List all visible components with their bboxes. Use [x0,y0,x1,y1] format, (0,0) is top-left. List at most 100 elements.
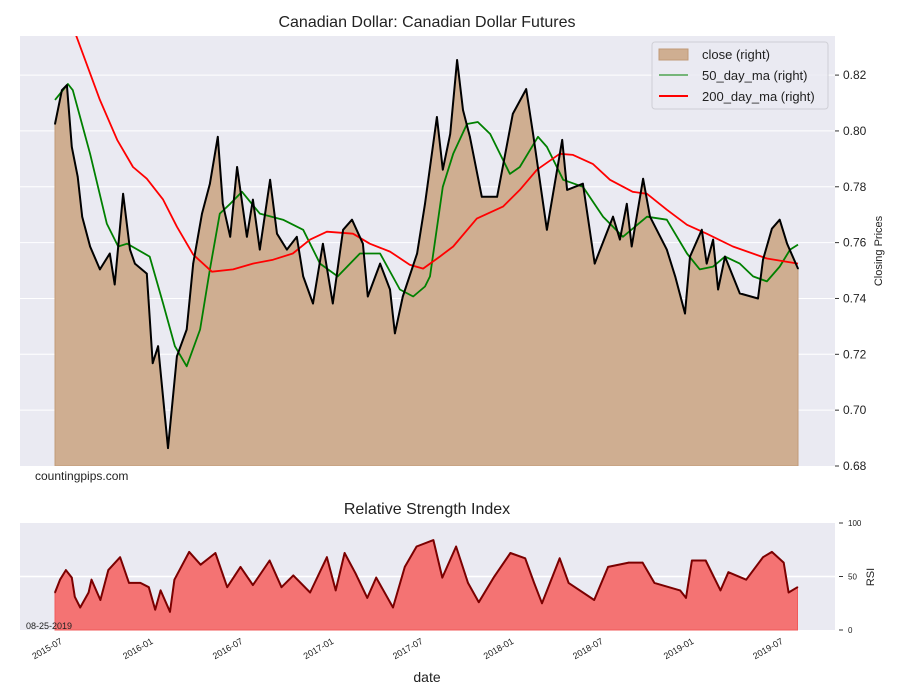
close-point [546,228,548,231]
rsi-point [366,597,369,599]
close-point [129,248,131,251]
rsi-point [199,563,202,566]
rsi-point [704,559,707,562]
rsi-point [745,578,747,581]
close-point [81,215,83,218]
close-point [689,255,691,258]
rsi-point [334,589,337,592]
close-point [269,178,271,181]
rsi-point [326,556,328,559]
rsi-point [147,586,150,588]
x-tick-label: 2019-07 [751,636,785,661]
rsi-point [771,551,773,553]
close-point [394,332,396,335]
close-point [122,192,124,195]
legend-label-close: close (right) [702,47,770,62]
rsi-point [343,552,346,554]
close-point [246,235,248,238]
rsi-point [252,584,254,586]
rsi-point [354,572,357,575]
close-point [619,238,621,241]
close-point [626,203,628,205]
close-point [229,235,231,238]
rsi-point [392,606,394,609]
x-tick-label: 2019-01 [662,636,696,661]
close-point [462,109,464,111]
rsi-point [154,608,156,611]
rsi-point [65,569,67,571]
x-axis-ticks: 2015-07 2016-01 2016-07 2017-01 2017-07 2018-… [30,636,784,661]
rsi-y-tick-label: 0 [848,626,853,635]
y-tick-label: 0.72 [843,347,867,361]
close-point [176,355,178,358]
close-point [389,288,391,291]
rsi-point [441,576,444,579]
close-point [561,139,563,141]
rsi-point [432,539,435,541]
rsi-point [87,591,90,594]
rsi-point [214,552,217,554]
close-point [217,135,219,138]
rsi-point [509,552,512,554]
close-point [331,302,334,305]
rsi-point [59,578,61,581]
rsi-point [558,557,561,560]
rsi-point [280,586,283,588]
close-point [436,116,438,118]
close-point [416,252,418,255]
close-point [705,262,708,265]
rsi-point [128,582,130,584]
rsi-point [54,591,56,594]
close-point [108,252,111,255]
ma50-line [54,83,799,368]
rsi-point [107,569,110,571]
rsi-y-axis-label: RSI [865,568,877,586]
close-point [738,292,741,295]
close-point [99,268,101,271]
close-point [566,189,568,191]
date-annotation: 08-25-2019 [26,621,72,631]
rsi-point [627,561,630,564]
rsi-point [139,582,142,584]
x-tick-label: 2017-01 [302,636,336,661]
rsi-point [782,561,785,564]
rsi-point [524,557,526,560]
close-point [762,258,764,261]
close-point [700,228,703,231]
y-tick-label: 0.78 [843,180,867,194]
rsi-point [691,559,693,562]
close-point [66,84,68,86]
close-point [76,175,79,178]
close-point [54,123,56,125]
rsi-chart: 0 50 100 [20,519,862,635]
close-point [593,262,596,265]
rsi-line [54,539,799,613]
legend-label-ma200: 200_day_ma (right) [702,89,815,104]
close-point [724,255,726,258]
y-tick-label: 0.74 [843,291,867,305]
close-point [582,182,584,185]
rsi-point [787,591,790,594]
close-point [674,275,676,278]
x-tick-label: 2017-07 [391,636,425,661]
close-point [717,288,719,291]
rsi-point [404,566,406,568]
x-tick-label: 2018-07 [571,636,605,661]
rsi-point [455,545,457,548]
close-point [512,113,514,115]
close-point [185,328,188,331]
rsi-point [762,556,764,559]
rsi-point [641,561,644,564]
close-point [684,312,686,315]
rsi-point [533,582,535,584]
close-point [757,297,759,300]
close-point [771,227,773,230]
rsi-point [685,597,687,599]
rsi-point [99,599,102,601]
close-point [342,228,344,231]
close-point [712,238,714,241]
close-point [71,146,73,148]
y-tick-label: 0.80 [843,124,867,138]
rsi-point [119,556,121,559]
